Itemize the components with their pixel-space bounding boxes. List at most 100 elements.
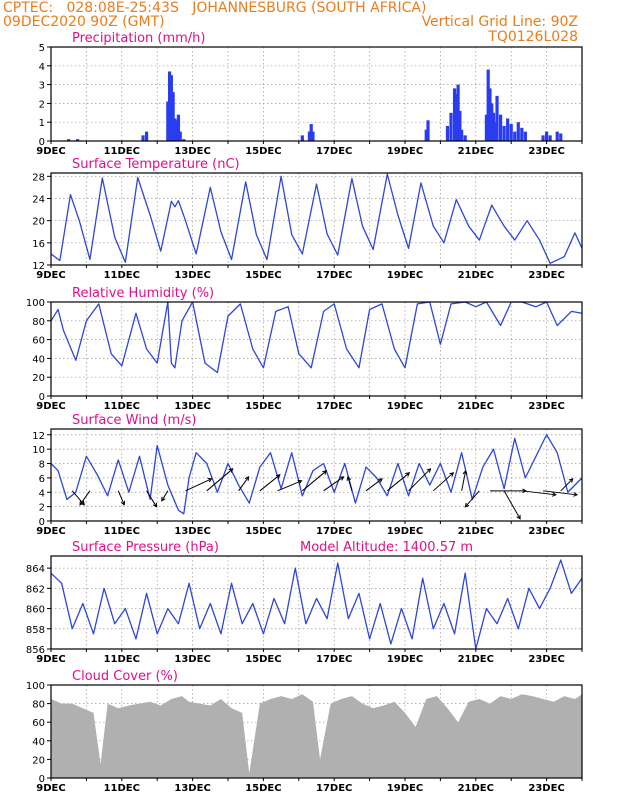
wind-arrow xyxy=(347,476,353,491)
wind-arrow-head xyxy=(275,474,281,479)
wind-arrow-head xyxy=(405,472,411,477)
precip-bar xyxy=(144,131,149,141)
cloud-xtick-label: 23DEC xyxy=(528,783,564,794)
wind-ytick-label: 10 xyxy=(32,445,45,456)
wind-arrow xyxy=(521,490,556,496)
wind-arrow-head xyxy=(161,496,166,502)
precip-xtick-label: 19DEC xyxy=(387,146,423,157)
pres-line xyxy=(50,559,583,650)
rh-ytick-label: 60 xyxy=(32,336,45,347)
precip-bar xyxy=(495,95,499,141)
temp-xtick-label: 17DEC xyxy=(316,270,352,281)
rh-xtick-label: 17DEC xyxy=(316,401,352,412)
pres-xtick-label: 19DEC xyxy=(387,654,423,665)
pres-title: Surface Pressure (hPa) xyxy=(72,540,219,555)
rh-xtick-label: 15DEC xyxy=(245,401,281,412)
temp-frame xyxy=(50,172,583,266)
pres-xtick-label: 23DEC xyxy=(528,654,564,665)
precip-bar xyxy=(449,112,453,141)
header-date: 09DEC2020 90Z (GMT) xyxy=(3,14,165,30)
wind-arrow-head xyxy=(207,478,213,483)
wind-arrow-head xyxy=(462,469,468,475)
temp-ytick-label: 20 xyxy=(32,217,45,228)
cloud-ytick-label: 80 xyxy=(32,700,45,711)
precip-bar xyxy=(309,124,313,141)
wind-arrow xyxy=(408,468,431,492)
wind-arrow xyxy=(464,490,480,508)
precip-bar xyxy=(445,125,450,141)
cloud-area xyxy=(51,694,582,778)
wind-arrow-head xyxy=(322,470,328,475)
precip-bar xyxy=(548,135,552,141)
wind-arrow xyxy=(259,474,281,492)
pres-xtick-label: 13DEC xyxy=(174,654,210,665)
wind-line xyxy=(50,434,583,515)
wind-arrow-head xyxy=(551,492,557,497)
precip-bar xyxy=(456,84,460,141)
wind-arrow xyxy=(323,476,344,492)
wind-arrow xyxy=(432,472,454,492)
wind-xtick-label: 23DEC xyxy=(528,526,564,537)
wind-ytick-label: 6 xyxy=(39,474,45,485)
rh-line xyxy=(50,301,583,374)
precip-bar xyxy=(541,135,545,141)
pres-ytick-label: 856 xyxy=(26,645,45,656)
precip-bar xyxy=(513,131,517,141)
wind-arrow-head xyxy=(297,479,303,485)
precip-bar xyxy=(452,88,457,141)
precip-bar xyxy=(545,131,549,141)
precip-ytick-label: 2 xyxy=(39,99,45,110)
precip-xtick-label: 21DEC xyxy=(458,146,494,157)
precip-ytick-label: 0 xyxy=(39,137,45,148)
rh-xtick-label: 23DEC xyxy=(528,401,564,412)
precip-bar xyxy=(490,103,494,141)
precip-bar xyxy=(516,122,520,141)
wind-arrow-head xyxy=(339,476,345,481)
precip-bar xyxy=(454,94,458,141)
precip-bar xyxy=(178,131,182,141)
pres-xtick-label: 11DEC xyxy=(104,654,140,665)
precip-xtick-label: 9DEC xyxy=(36,146,65,157)
precip-ytick-label: 1 xyxy=(39,118,45,129)
temp-xtick-label: 19DEC xyxy=(387,270,423,281)
precip-bar xyxy=(458,110,462,141)
wind-ytick-label: 0 xyxy=(39,517,45,528)
rh-frame xyxy=(50,301,583,397)
cloud-xtick-label: 11DEC xyxy=(104,783,140,794)
cloud-xtick-label: 15DEC xyxy=(245,783,281,794)
wind-arrow xyxy=(238,476,250,492)
precip-bar xyxy=(75,139,80,141)
precip-xtick-label: 13DEC xyxy=(174,146,210,157)
rh-xtick-label: 11DEC xyxy=(104,401,140,412)
precip-bar xyxy=(493,122,497,141)
wind-xtick-label: 11DEC xyxy=(104,526,140,537)
rh-ytick-label: 40 xyxy=(32,354,45,365)
precip-bar xyxy=(523,131,527,141)
cloud-ytick-label: 0 xyxy=(39,774,45,785)
pres-xtick-label: 15DEC xyxy=(245,654,281,665)
rh-ytick-label: 100 xyxy=(26,298,45,309)
temp-xtick-label: 11DEC xyxy=(104,270,140,281)
cloud-title: Cloud Cover (%) xyxy=(72,669,178,684)
wind-arrow xyxy=(302,470,327,492)
precip-title: Precipitation (mm/h) xyxy=(72,31,205,46)
precip-bar xyxy=(498,114,503,141)
temp-ytick-label: 16 xyxy=(32,239,45,250)
pres-ytick-label: 862 xyxy=(26,584,45,595)
wind-xtick-label: 13DEC xyxy=(174,526,210,537)
temp-xtick-label: 23DEC xyxy=(528,270,564,281)
pres-xtick-label: 9DEC xyxy=(36,654,65,665)
precip-bar xyxy=(506,118,510,141)
rh-ytick-label: 0 xyxy=(39,392,45,403)
precip-bar xyxy=(171,92,175,141)
precip-bar xyxy=(460,129,464,141)
precip-bar xyxy=(311,131,315,141)
cloud-ytick-label: 100 xyxy=(26,681,45,692)
pres-xtick-label: 17DEC xyxy=(316,654,352,665)
wind-xtick-label: 9DEC xyxy=(36,526,65,537)
wind-arrow-head xyxy=(228,468,234,473)
precip-bar xyxy=(502,125,506,141)
rh-xtick-label: 21DEC xyxy=(458,401,494,412)
rh-xtick-label: 13DEC xyxy=(174,401,210,412)
